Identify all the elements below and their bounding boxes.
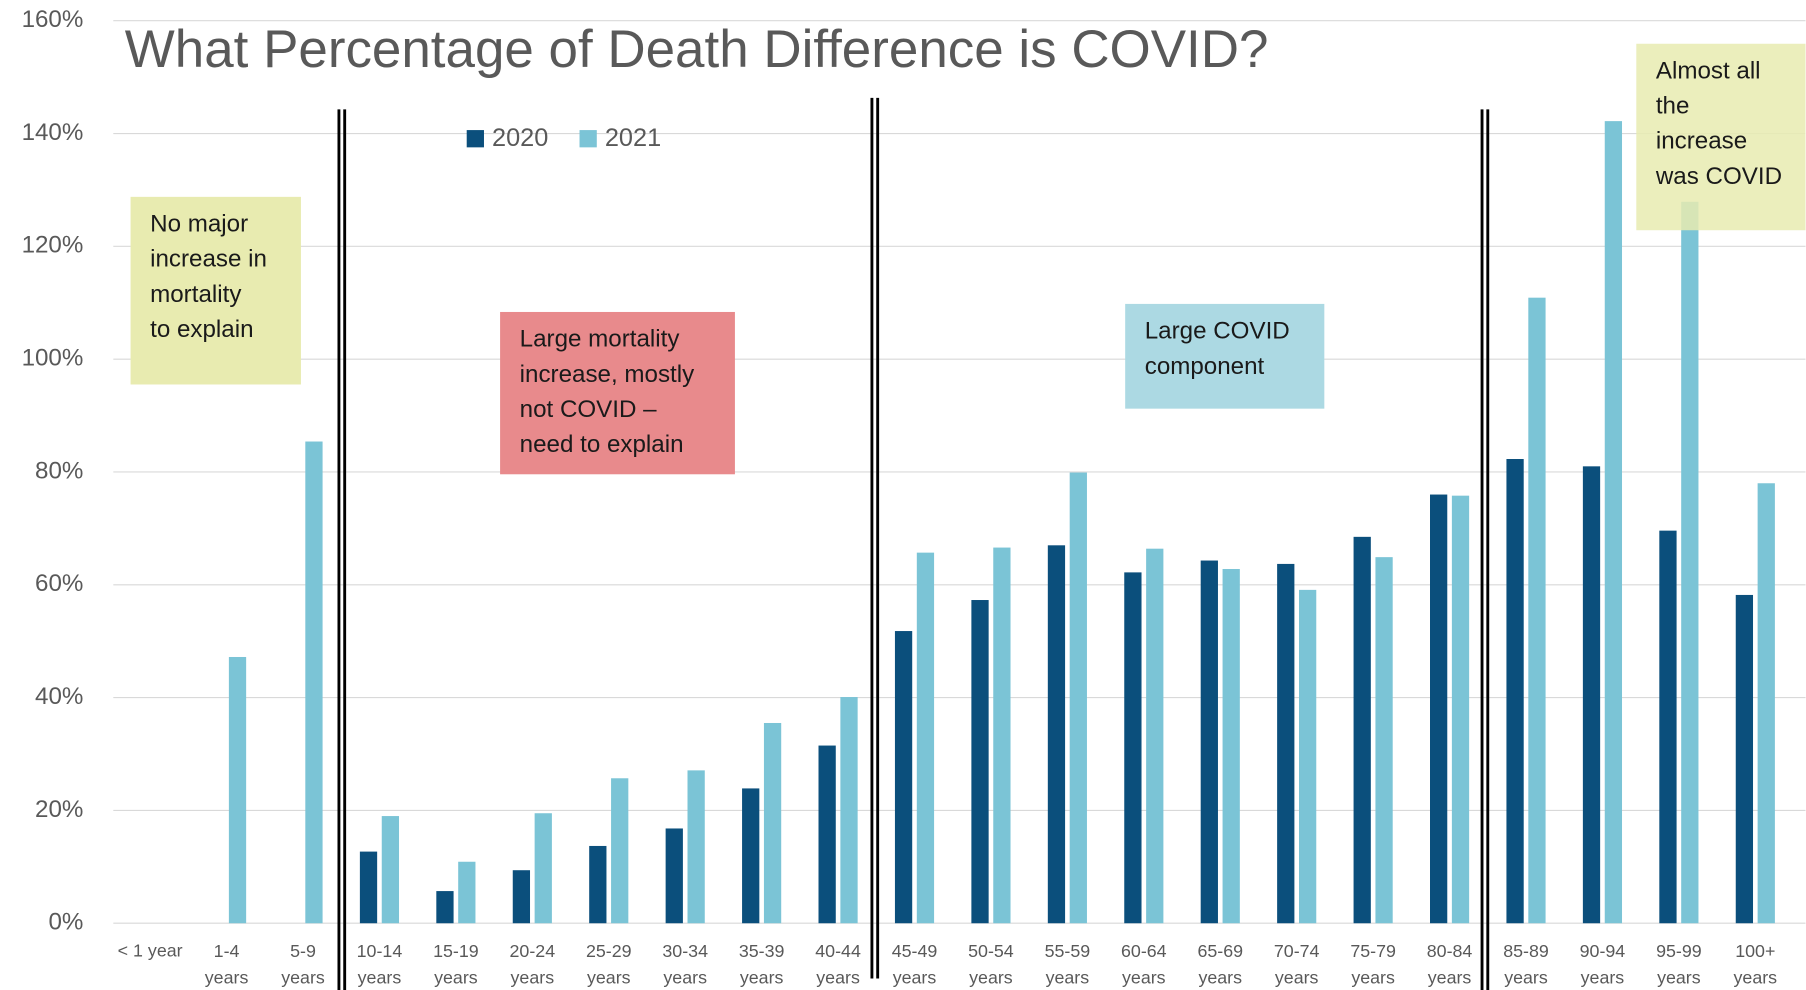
x-tick-label: 70-74 years xyxy=(1274,941,1320,987)
annotation-text: Large mortality increase, mostly not COVID… xyxy=(520,326,695,458)
y-tick-label: 60% xyxy=(35,570,83,597)
bar xyxy=(687,770,705,924)
grid: 0% 20% 40% 60% 80% 100% 120% 140% 160% < 1 year 1-… xyxy=(22,6,1806,987)
legend-label: 2020 xyxy=(492,124,548,152)
bar xyxy=(1451,495,1470,924)
x-tick-label: 60-64 years xyxy=(1121,941,1167,987)
bar xyxy=(589,845,607,924)
x-tick-label: 80-84 years xyxy=(1427,941,1473,987)
bar xyxy=(971,600,989,924)
annotation-box xyxy=(130,196,301,385)
x-tick-label: 1-4 years xyxy=(205,941,249,987)
bar xyxy=(436,891,454,924)
x-tick-label: 50-54 years xyxy=(968,941,1014,987)
bar xyxy=(1375,557,1393,924)
bar xyxy=(1506,459,1524,924)
x-tick-label: 65-69 years xyxy=(1197,941,1243,987)
x-tick-label: 75-79 years xyxy=(1350,941,1396,987)
x-tick-label: 85-89 years xyxy=(1503,941,1549,987)
y-tick-label: 0% xyxy=(48,909,83,936)
annotation-box xyxy=(1125,303,1325,409)
annotations: 2020 2021 No major increase in mortality to e… xyxy=(130,43,1806,475)
bar xyxy=(534,813,552,924)
x-tick-label: 90-94 years xyxy=(1580,941,1626,987)
bar xyxy=(916,552,935,924)
legend-label: 2021 xyxy=(605,124,661,152)
x-tick-label: 30-34 years xyxy=(662,941,708,987)
bar xyxy=(1146,548,1164,924)
bar xyxy=(1430,494,1448,924)
y-tick-label: 120% xyxy=(22,232,84,259)
bar xyxy=(1681,201,1699,924)
chart-title: What Percentage of Death Difference is C… xyxy=(125,20,1269,79)
annotation-text: Almost all the increase was COVID xyxy=(1655,58,1782,190)
bars xyxy=(228,121,1775,924)
bar xyxy=(611,778,629,924)
bar xyxy=(1735,594,1754,924)
bar xyxy=(1528,297,1546,924)
y-tick-label: 80% xyxy=(35,457,83,484)
separators xyxy=(337,97,1490,990)
bar xyxy=(1069,472,1087,924)
bar xyxy=(228,656,247,924)
y-tick-label: 160% xyxy=(22,6,84,33)
bar xyxy=(305,441,323,924)
x-tick-label: 5-9 years xyxy=(281,941,325,987)
bar xyxy=(763,722,782,924)
x-tick-label: 15-19 years xyxy=(433,941,479,987)
x-tick-label: 95-99 years xyxy=(1656,941,1702,987)
x-tick-label: 35-39 years xyxy=(739,941,785,987)
bar xyxy=(742,788,760,924)
bar xyxy=(458,861,476,924)
bar xyxy=(1604,121,1623,924)
x-tick-label: 55-59 years xyxy=(1045,941,1091,987)
legend-swatch xyxy=(579,130,597,148)
annotation-text: Large COVID component xyxy=(1145,318,1290,380)
x-tick-label: 10-14 years xyxy=(357,941,403,987)
bar xyxy=(1582,466,1601,924)
x-tick-label: 40-44 years xyxy=(815,941,861,987)
bar xyxy=(1757,483,1775,924)
x-tick-label: 45-49 years xyxy=(892,941,938,987)
y-tick-label: 40% xyxy=(35,683,83,710)
y-tick-label: 100% xyxy=(22,345,84,372)
legend-swatch xyxy=(466,130,484,148)
bar xyxy=(818,745,836,924)
bar xyxy=(512,870,531,924)
bar xyxy=(1047,545,1066,924)
bar xyxy=(665,828,683,924)
bar xyxy=(1124,572,1142,924)
y-tick-label: 140% xyxy=(22,119,84,146)
bar xyxy=(894,631,913,924)
bar xyxy=(381,816,400,924)
x-tick-label: < 1 year xyxy=(118,941,183,961)
y-tick-label: 20% xyxy=(35,796,83,823)
bar xyxy=(1200,560,1218,924)
annotation-box xyxy=(1636,43,1806,231)
bar xyxy=(1222,568,1240,924)
annotation-text: No major increase in mortality to explain xyxy=(150,211,267,343)
x-tick-label: 100+ years xyxy=(1734,941,1778,987)
bar xyxy=(359,851,378,924)
bar xyxy=(1299,589,1317,924)
bar xyxy=(840,697,858,924)
bar xyxy=(993,547,1011,924)
x-tick-label: 25-29 years xyxy=(586,941,632,987)
x-tick-label: 20-24 years xyxy=(510,941,556,987)
bar xyxy=(1659,530,1677,924)
bar xyxy=(1277,563,1295,924)
bar xyxy=(1353,536,1371,924)
annotation-box xyxy=(500,311,735,475)
